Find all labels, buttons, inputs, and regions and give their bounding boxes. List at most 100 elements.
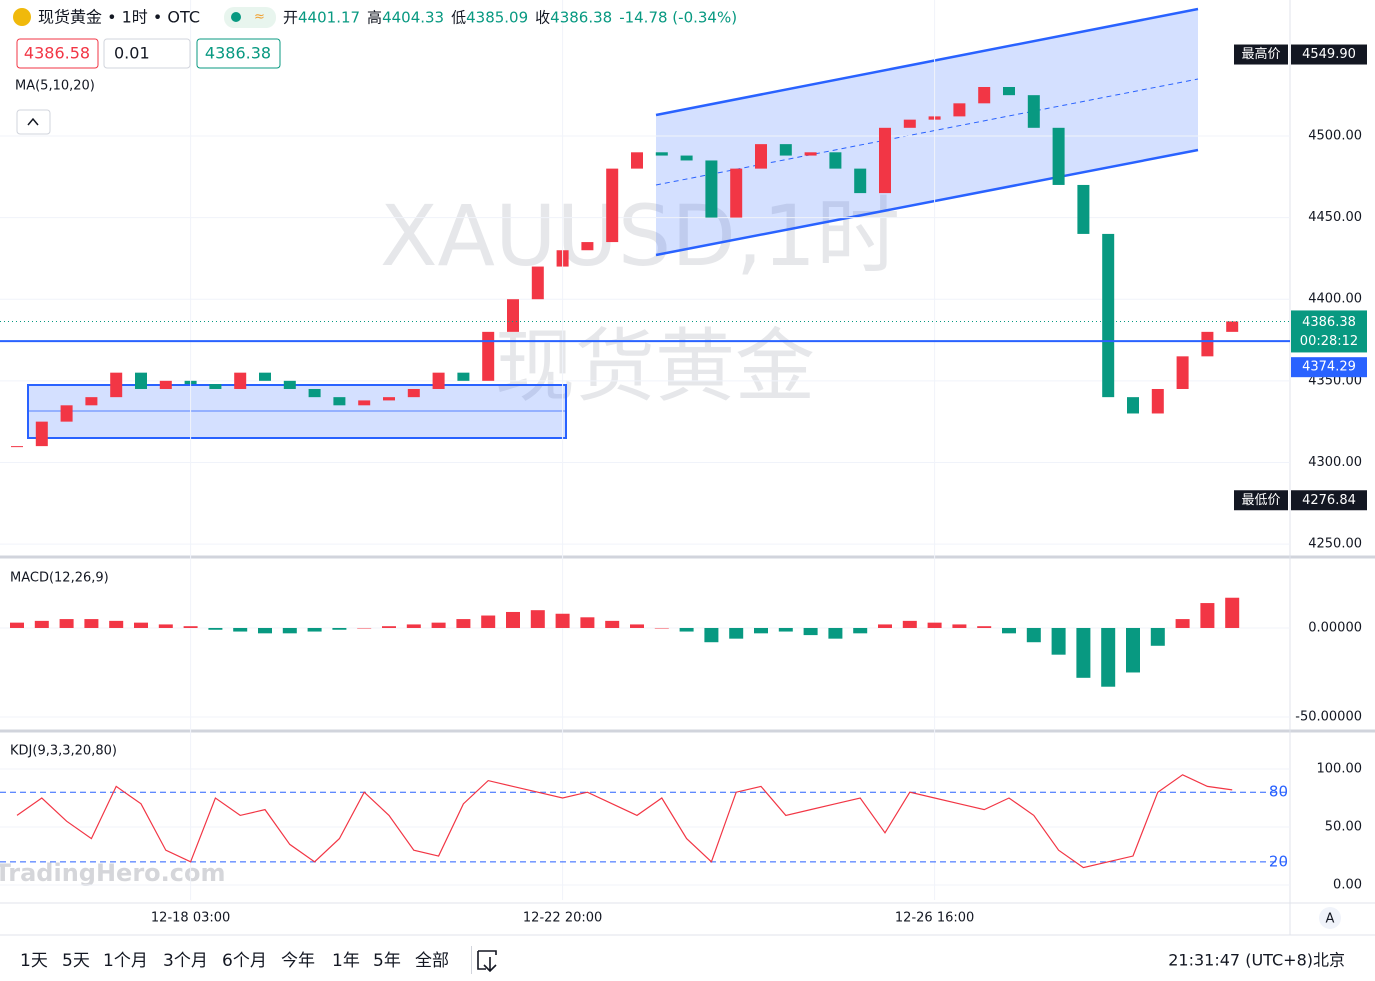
candle-body [1201, 331, 1214, 357]
macd-bar [208, 627, 223, 630]
macd-bar [10, 622, 24, 628]
status-dot [231, 12, 241, 22]
collapse-icon [27, 117, 39, 126]
macd-bar [332, 627, 347, 630]
macd-bar [307, 627, 322, 632]
bid-box[interactable] [16, 38, 99, 69]
candle-body [680, 155, 693, 161]
macd-bar [456, 619, 471, 628]
symbol-icon [13, 8, 31, 26]
channel-bottom [655, 148, 1199, 257]
candle-body [655, 152, 668, 156]
brand: TradingHero.com [0, 859, 225, 887]
macd-bar [59, 619, 74, 628]
candle-body [730, 168, 743, 218]
range-button[interactable]: 5年 [373, 951, 401, 971]
macd-bar [1200, 603, 1215, 628]
countdown: 00:28:12 [1300, 334, 1358, 349]
y-tick-label: 4400.00 [1308, 292, 1362, 307]
ohlc-value: 4385.09 [466, 9, 528, 27]
compare-icon[interactable] [477, 950, 497, 973]
candle-body [978, 87, 991, 104]
candle-body [581, 242, 594, 251]
candle-body [1151, 388, 1164, 414]
macd-bar [977, 626, 992, 628]
ohlc-value: 4386.38 [550, 9, 612, 27]
candle-body [705, 160, 718, 218]
macd-bar [1076, 627, 1091, 678]
candle-body [829, 152, 842, 169]
macd-bar [134, 622, 148, 628]
last-price-text: 4386.38 [1302, 315, 1356, 330]
macd-bar [729, 627, 744, 639]
candle-body [1027, 95, 1040, 128]
macd-bar [1051, 627, 1066, 655]
macd-bar [1002, 627, 1016, 634]
hline-tag [1291, 357, 1367, 378]
macd-bar [109, 620, 124, 628]
auto-button[interactable] [1319, 907, 1341, 929]
range-button[interactable]: 全部 [415, 951, 449, 971]
auto-label: A [1326, 912, 1335, 927]
range-button[interactable]: 1个月 [103, 951, 148, 971]
y-tick-label: -50.00000 [1295, 709, 1362, 724]
candle-body [333, 397, 346, 406]
ohlc-label: 低 [451, 9, 466, 27]
channel-top [655, 7, 1199, 117]
range-button[interactable]: 5天 [62, 951, 90, 971]
range-button[interactable]: 6个月 [222, 951, 267, 971]
macd-bar [754, 627, 768, 634]
y-tick-label: 100.00 [1317, 761, 1363, 776]
x-tick-label: 12-22 20:00 [523, 911, 602, 926]
macd-bar [258, 627, 272, 634]
macd-bar [431, 622, 446, 628]
candle-body [1052, 127, 1065, 185]
macd-bar [357, 627, 372, 629]
collapse-button[interactable] [16, 109, 51, 135]
k-line [16, 774, 1233, 869]
candle-body [209, 384, 222, 389]
macd-bar [1225, 597, 1240, 628]
channel-mid [655, 78, 1199, 186]
macd-bar [828, 627, 843, 639]
candle-body [755, 144, 767, 169]
macd-bar [1026, 627, 1041, 643]
candle-body [259, 372, 271, 381]
macd-title: MACD(12,26,9) [10, 571, 109, 586]
ask-box[interactable] [196, 38, 281, 69]
candle-body [1226, 321, 1239, 332]
range-button[interactable]: 1年 [332, 951, 360, 971]
macd-bar [1101, 627, 1116, 687]
watermark-name: 现货黄金 [495, 320, 815, 413]
plot: 4250.004300.004350.004400.004450.004500.… [0, 0, 1367, 926]
candle-body [358, 400, 371, 406]
macd-bar [1150, 627, 1165, 646]
macd-bar [853, 627, 868, 634]
macd-bar [506, 611, 520, 628]
macd-bar [530, 610, 545, 628]
candle-body [879, 127, 891, 194]
symbol: 现货黄金 • 1时 • OTC [38, 8, 200, 27]
price-tag [1291, 490, 1367, 511]
price-tag [1291, 44, 1367, 65]
ohlc-value: 4404.33 [382, 9, 444, 27]
status-icon: ≈ [254, 10, 265, 25]
hline-tag-text: 4374.29 [1302, 360, 1356, 375]
macd-bar [679, 627, 694, 632]
macd-bar [654, 627, 669, 629]
candle-body [308, 388, 321, 398]
candle-body [60, 405, 73, 422]
range-button[interactable]: 3个月 [163, 951, 208, 971]
y-tick-label: 0.00000 [1308, 620, 1362, 635]
macd-bar [233, 627, 248, 632]
macd-bar [282, 627, 297, 634]
candle-body [383, 397, 395, 401]
ohlc: 开 4401.17 高 4404.33 低 4385.09 收 4386.38 -14.78 (… [283, 9, 737, 27]
macd-bar [183, 626, 198, 628]
x-tick-label: 12-26 16:00 [895, 911, 974, 926]
range-button[interactable]: 1天 [20, 951, 48, 971]
qty-box[interactable] [103, 38, 191, 69]
last-price-tag [1291, 310, 1367, 353]
candle-body [1102, 233, 1115, 398]
range-button[interactable]: 今年 [281, 951, 315, 971]
